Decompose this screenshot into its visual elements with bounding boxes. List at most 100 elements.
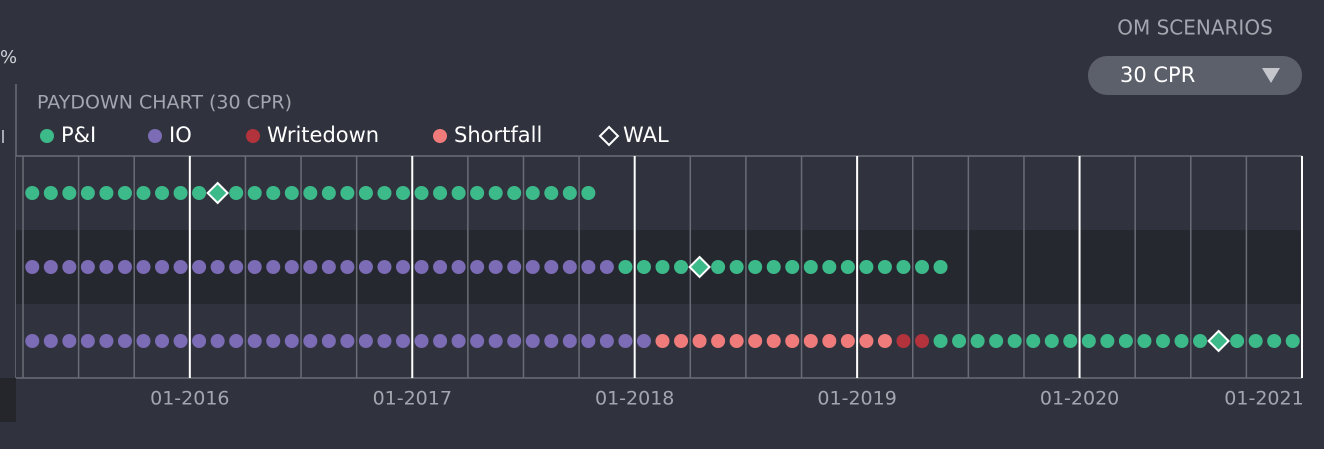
period-dot	[284, 260, 299, 274]
legend-label: Writedown	[267, 123, 379, 147]
period-dot	[803, 334, 818, 348]
period-dot	[377, 334, 392, 348]
period-dot	[99, 186, 114, 200]
period-dot	[692, 334, 707, 348]
period-dot	[80, 186, 95, 200]
period-dot	[933, 334, 948, 348]
period-dot	[488, 334, 503, 348]
chart-title: PAYDOWN CHART (30 CPR)	[37, 92, 292, 114]
period-dot	[433, 186, 448, 200]
period-dot	[414, 334, 429, 348]
period-dot	[655, 260, 670, 274]
period-dot	[803, 260, 818, 274]
legend-label: P&I	[61, 123, 96, 147]
period-dot	[1063, 334, 1078, 348]
period-dot	[581, 334, 596, 348]
period-dot	[117, 186, 132, 200]
scenario-dropdown[interactable]: 30 CPR	[1088, 56, 1302, 95]
period-dot	[1026, 334, 1041, 348]
period-dot	[729, 260, 744, 274]
period-dot	[395, 260, 410, 274]
period-dot	[377, 260, 392, 274]
period-dot	[25, 186, 40, 200]
period-dot	[933, 260, 948, 274]
legend-marker	[433, 129, 447, 143]
period-dot	[62, 260, 77, 274]
wal-marker	[1207, 329, 1231, 353]
period-dot	[1044, 334, 1059, 348]
period-dot	[840, 260, 855, 274]
period-dot	[525, 334, 540, 348]
x-tick-label: 01-2018	[595, 388, 674, 410]
period-dot	[766, 260, 781, 274]
period-dot	[636, 334, 651, 348]
period-dot	[748, 260, 763, 274]
period-dot	[1267, 334, 1282, 348]
period-dot	[525, 186, 540, 200]
period-dot	[340, 334, 355, 348]
period-dot	[340, 186, 355, 200]
period-dot	[470, 334, 485, 348]
period-dot	[303, 260, 318, 274]
period-dot	[377, 186, 392, 200]
plot: 01-2016 01-2017 01-2018 01-2019 01-2020 01-20…	[16, 155, 1304, 410]
period-dot	[1193, 334, 1208, 348]
period-dot	[674, 260, 689, 274]
period-dot	[62, 334, 77, 348]
period-dot	[117, 334, 132, 348]
period-dot	[729, 334, 744, 348]
period-dot	[562, 260, 577, 274]
period-dot	[99, 334, 114, 348]
dropdown-value[interactable]: 30 CPR	[1120, 63, 1195, 87]
period-dot	[321, 186, 336, 200]
period-dot	[284, 186, 299, 200]
period-dot	[136, 260, 151, 274]
period-dot	[915, 260, 930, 274]
period-dot	[266, 186, 281, 200]
period-dot	[1285, 334, 1300, 348]
wal-marker	[688, 255, 711, 279]
period-dot	[507, 260, 522, 274]
period-dot	[173, 334, 188, 348]
period-dot	[877, 334, 892, 348]
period-dot	[25, 334, 40, 348]
period-dot	[525, 260, 540, 274]
period-dot	[785, 334, 800, 348]
period-dot	[229, 260, 244, 274]
period-dot	[136, 334, 151, 348]
period-dot	[859, 334, 874, 348]
period-dot	[451, 186, 466, 200]
period-dot	[488, 186, 503, 200]
period-dot	[822, 260, 837, 274]
period-dot	[1100, 334, 1115, 348]
period-dot	[1155, 334, 1170, 348]
period-dot	[599, 334, 614, 348]
dropdown-arrow[interactable]	[1262, 68, 1280, 83]
period-dot	[433, 260, 448, 274]
period-dot	[822, 334, 837, 348]
period-dot	[451, 260, 466, 274]
legend-marker	[40, 129, 54, 143]
period-dot	[173, 186, 188, 200]
period-dot	[711, 260, 726, 274]
period-dot	[896, 334, 911, 348]
period-dot	[80, 260, 95, 274]
period-dot	[599, 260, 614, 274]
legend-label: Shortfall	[454, 123, 542, 147]
period-dot	[562, 186, 577, 200]
period-dot	[488, 260, 503, 274]
x-tick-label: 01-2021	[1224, 388, 1303, 410]
period-dot	[1081, 334, 1096, 348]
period-dot	[877, 260, 892, 274]
period-dot	[859, 260, 874, 274]
legend-marker	[148, 129, 162, 143]
period-dot	[136, 186, 151, 200]
period-dot	[229, 334, 244, 348]
period-dot	[321, 260, 336, 274]
period-dot	[80, 334, 95, 348]
period-dot	[1248, 334, 1263, 348]
dropdown-box[interactable]	[1088, 56, 1302, 95]
period-dot	[192, 260, 207, 274]
period-dot	[43, 334, 58, 348]
